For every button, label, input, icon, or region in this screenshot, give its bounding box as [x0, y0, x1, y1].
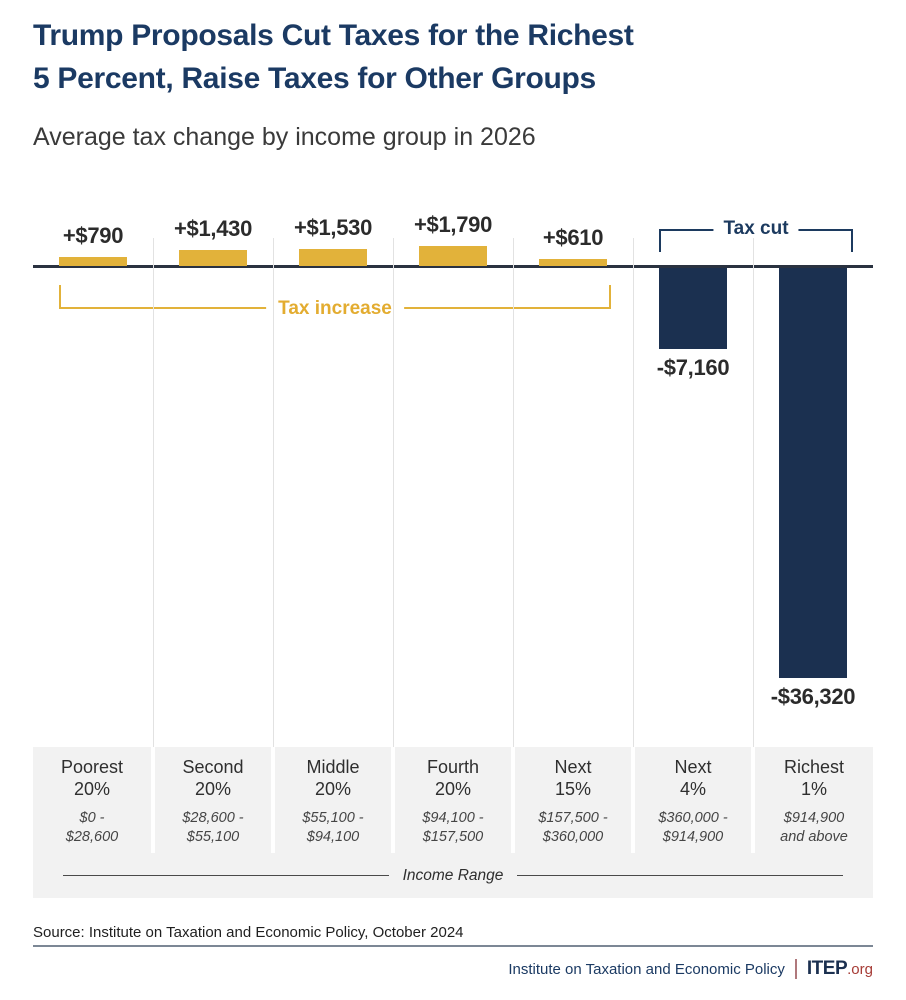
bar-value-label: +$790	[62, 223, 124, 248]
column-gridline	[512, 238, 514, 747]
chart-subtitle: Average tax change by income group in 20…	[33, 123, 536, 151]
bar-value-label: -$7,160	[656, 355, 730, 380]
column-gridline	[152, 238, 154, 747]
source-note: Source: Institute on Taxation and Econom…	[33, 924, 464, 941]
bar-poorest-20-	[59, 257, 127, 266]
category-label-box: Fourth 20% $94,100 - $157,500	[395, 747, 511, 853]
bar-value-label: +$1,790	[413, 212, 493, 237]
category-label: Second 20%	[182, 757, 244, 799]
category-label: Next 15%	[554, 757, 592, 799]
column-gridline	[392, 238, 394, 747]
category-label-box: Poorest 20% $0 - $28,600	[33, 747, 151, 853]
income-range-label: $28,600 - $55,100	[182, 810, 244, 845]
bar-value-label: +$610	[542, 225, 604, 250]
bar-chart: Tax cut Tax increase +$790 Poorest 20% $0 -…	[33, 200, 873, 898]
tax-cut-label: Tax cut	[713, 218, 799, 240]
bar-second-20-	[179, 250, 247, 266]
page-title: Trump Proposals Cut Taxes for the Riches…	[33, 14, 873, 100]
category-label: Poorest 20%	[60, 757, 124, 799]
bar-middle-20-	[299, 249, 367, 266]
bar-value-label: -$36,320	[770, 684, 856, 709]
income-range-label: $360,000 - $914,900	[658, 810, 728, 845]
zero-axis-line	[33, 265, 873, 268]
bar-richest-1-	[779, 268, 847, 678]
category-label: Middle 20%	[306, 757, 360, 799]
footer-separator	[794, 959, 797, 979]
category-label: Richest 1%	[783, 757, 845, 799]
column-gridline	[272, 238, 274, 747]
category-label-box: Second 20% $28,600 - $55,100	[155, 747, 271, 853]
title-line-2: 5 Percent, Raise Taxes for Other Groups	[33, 62, 596, 95]
tax-increase-label: Tax increase	[266, 298, 404, 320]
income-range-label: $0 - $28,600	[65, 810, 119, 845]
category-label: Fourth 20%	[426, 757, 480, 799]
income-range-label: $157,500 - $360,000	[538, 810, 608, 845]
axis-rule-left	[63, 875, 389, 876]
footer-divider	[33, 945, 873, 947]
column-gridline	[752, 238, 754, 747]
category-label-box: Next 4% $360,000 - $914,900	[635, 747, 751, 853]
category-label: Next 4%	[674, 757, 712, 799]
itep-logo: ITEP	[806, 958, 848, 979]
income-range-label: $55,100 - $94,100	[302, 810, 364, 845]
category-label-box: Middle 20% $55,100 - $94,100	[275, 747, 391, 853]
bar-next-15-	[539, 259, 607, 266]
bar-fourth-20-	[419, 246, 487, 266]
title-line-1: Trump Proposals Cut Taxes for the Riches…	[33, 19, 634, 52]
footer-org-name: Institute on Taxation and Economic Polic…	[508, 960, 785, 978]
footer-branding: Institute on Taxation and Economic Polic…	[33, 956, 873, 982]
itep-logo-org-suffix: .org	[847, 960, 873, 978]
tax-increase-bracket: Tax increase	[59, 285, 611, 320]
axis-rule-right	[517, 875, 843, 876]
income-range-label: $94,100 - $157,500	[422, 810, 484, 845]
column-gridline	[632, 238, 634, 747]
bar-next-4-	[659, 268, 727, 349]
income-range-axis-label: Income Range	[402, 866, 504, 884]
bar-value-label: +$1,530	[293, 215, 373, 240]
bar-value-label: +$1,430	[173, 216, 253, 241]
category-label-box: Next 15% $157,500 - $360,000	[515, 747, 631, 853]
income-range-label: $914,900 and above	[780, 810, 848, 845]
income-range-axis: Income Range	[33, 853, 873, 898]
tax-cut-bracket: Tax cut	[659, 218, 853, 252]
category-label-box: Richest 1% $914,900 and above	[755, 747, 873, 853]
